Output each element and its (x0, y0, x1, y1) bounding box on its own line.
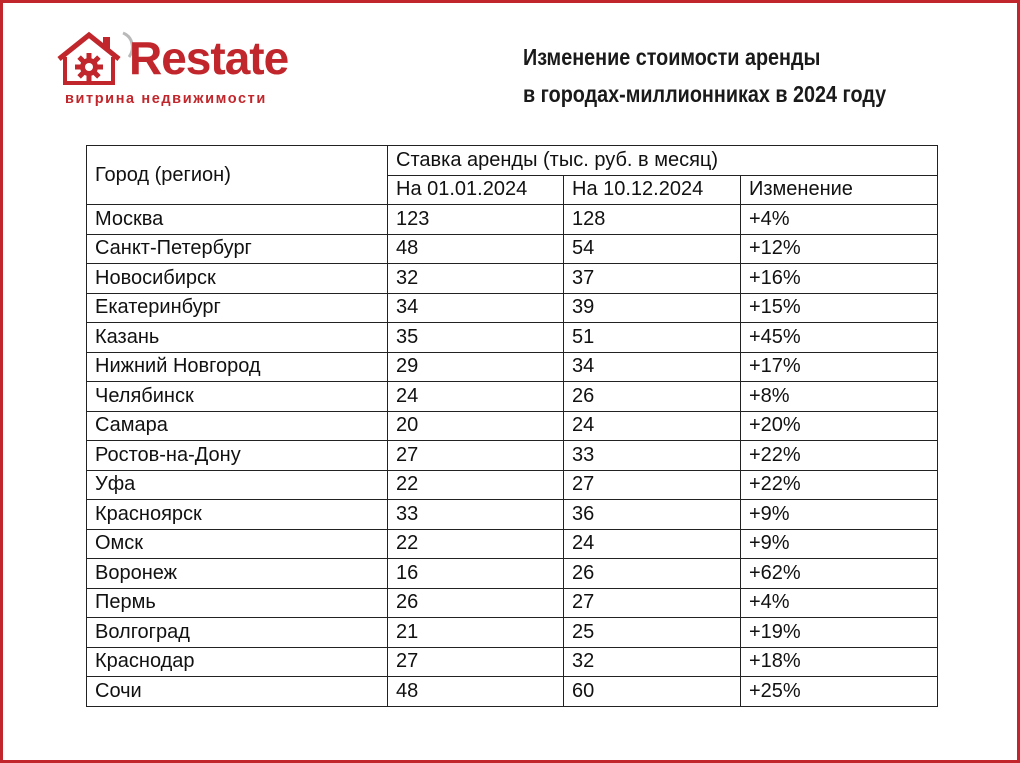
table-row: Новосибирск 32 37 +16% (86, 263, 938, 294)
dec-value-cell: 24 (563, 410, 741, 441)
jan-value-cell: 27 (387, 646, 564, 677)
change-cell: +12% (740, 233, 938, 264)
dec-value-cell: 36 (563, 499, 741, 530)
city-cell: Москва (86, 204, 388, 235)
table-row: Уфа 22 27 +22% (86, 469, 938, 500)
change-cell: +25% (740, 676, 938, 707)
change-cell: +4% (740, 587, 938, 618)
dec-value-cell: 32 (563, 646, 741, 677)
jan-value-cell: 33 (387, 499, 564, 530)
page-title: Изменение стоимости аренды в городах-мил… (523, 39, 901, 113)
change-cell: +18% (740, 646, 938, 677)
dec-value-cell: 26 (563, 381, 741, 412)
city-cell: Новосибирск (86, 263, 388, 294)
table-row: Челябинск 24 26 +8% (86, 381, 938, 412)
brand-tagline: витрина недвижимости (65, 91, 267, 107)
jan-value-cell: 22 (387, 528, 564, 559)
city-cell: Казань (86, 322, 388, 353)
change-cell: +8% (740, 381, 938, 412)
city-cell: Краснодар (86, 646, 388, 677)
table-row: Пермь 26 27 +4% (86, 587, 938, 618)
table-row: Санкт-Петербург 48 54 +12% (86, 233, 938, 264)
city-cell: Нижний Новгород (86, 351, 388, 382)
jan-value-cell: 16 (387, 558, 564, 589)
dec-value-cell: 60 (563, 676, 741, 707)
jan-value-cell: 20 (387, 410, 564, 441)
dec-value-cell: 39 (563, 292, 741, 323)
table-row: Самара 20 24 +20% (86, 410, 938, 441)
jan-value-cell: 24 (387, 381, 564, 412)
jan-value-cell: 27 (387, 440, 564, 471)
table-row: Волгоград 21 25 +19% (86, 617, 938, 648)
dec-value-cell: 37 (563, 263, 741, 294)
dec-value-cell: 33 (563, 440, 741, 471)
rate-group-header: Ставка аренды (тыс. руб. в месяц) (387, 145, 938, 176)
city-cell: Волгоград (86, 617, 388, 648)
change-cell: +17% (740, 351, 938, 382)
city-cell: Екатеринбург (86, 292, 388, 323)
dec-value-cell: 51 (563, 322, 741, 353)
city-column-header: Город (регион) (86, 145, 388, 205)
change-cell: +45% (740, 322, 938, 353)
dec-value-cell: 54 (563, 233, 741, 264)
jan-value-cell: 35 (387, 322, 564, 353)
table-row: Екатеринбург 34 39 +15% (86, 292, 938, 323)
table-row: Нижний Новгород 29 34 +17% (86, 351, 938, 382)
city-cell: Сочи (86, 676, 388, 707)
change-cell: +15% (740, 292, 938, 323)
dec-value-cell: 128 (563, 204, 741, 235)
change-cell: +9% (740, 528, 938, 559)
dec-value-cell: 27 (563, 469, 741, 500)
table-row: Сочи 48 60 +25% (86, 676, 938, 707)
city-cell: Ростов-на-Дону (86, 440, 388, 471)
jan-value-cell: 26 (387, 587, 564, 618)
dec-value-cell: 24 (563, 528, 741, 559)
city-cell: Пермь (86, 587, 388, 618)
change-cell: +4% (740, 204, 938, 235)
city-cell: Омск (86, 528, 388, 559)
table-row: Краснодар 27 32 +18% (86, 646, 938, 677)
table-row: Воронеж 16 26 +62% (86, 558, 938, 589)
brand-name: Restate (129, 32, 289, 84)
city-cell: Воронеж (86, 558, 388, 589)
table-row: Москва 123 128 +4% (86, 204, 938, 235)
table-row: Казань 35 51 +45% (86, 322, 938, 353)
dec-value-cell: 26 (563, 558, 741, 589)
dec-value-cell: 27 (563, 587, 741, 618)
column-header-change: Изменение (740, 174, 938, 205)
column-header-jan: На 01.01.2024 (387, 174, 564, 205)
house-gear-icon (57, 31, 134, 85)
change-cell: +22% (740, 469, 938, 500)
jan-value-cell: 34 (387, 292, 564, 323)
city-cell: Уфа (86, 469, 388, 500)
jan-value-cell: 48 (387, 233, 564, 264)
change-cell: +22% (740, 440, 938, 471)
jan-value-cell: 48 (387, 676, 564, 707)
jan-value-cell: 32 (387, 263, 564, 294)
change-cell: +19% (740, 617, 938, 648)
dec-value-cell: 25 (563, 617, 741, 648)
jan-value-cell: 29 (387, 351, 564, 382)
city-cell: Челябинск (86, 381, 388, 412)
change-cell: +62% (740, 558, 938, 589)
change-cell: +20% (740, 410, 938, 441)
title-line-1: Изменение стоимости аренды (523, 44, 821, 70)
restate-logo: Restate витрина недвижимости (55, 31, 315, 111)
jan-value-cell: 22 (387, 469, 564, 500)
column-header-dec: На 10.12.2024 (563, 174, 741, 205)
title-line-2: в городах-миллионниках в 2024 году (523, 81, 887, 107)
change-cell: +9% (740, 499, 938, 530)
city-cell: Красноярск (86, 499, 388, 530)
table-row: Красноярск 33 36 +9% (86, 499, 938, 530)
city-cell: Самара (86, 410, 388, 441)
jan-value-cell: 123 (387, 204, 564, 235)
table-row: Ростов-на-Дону 27 33 +22% (86, 440, 938, 471)
dec-value-cell: 34 (563, 351, 741, 382)
table-row: Омск 22 24 +9% (86, 528, 938, 559)
change-cell: +16% (740, 263, 938, 294)
rent-table: Город (регион) Ставка аренды (тыс. руб. … (86, 145, 938, 707)
jan-value-cell: 21 (387, 617, 564, 648)
city-cell: Санкт-Петербург (86, 233, 388, 264)
